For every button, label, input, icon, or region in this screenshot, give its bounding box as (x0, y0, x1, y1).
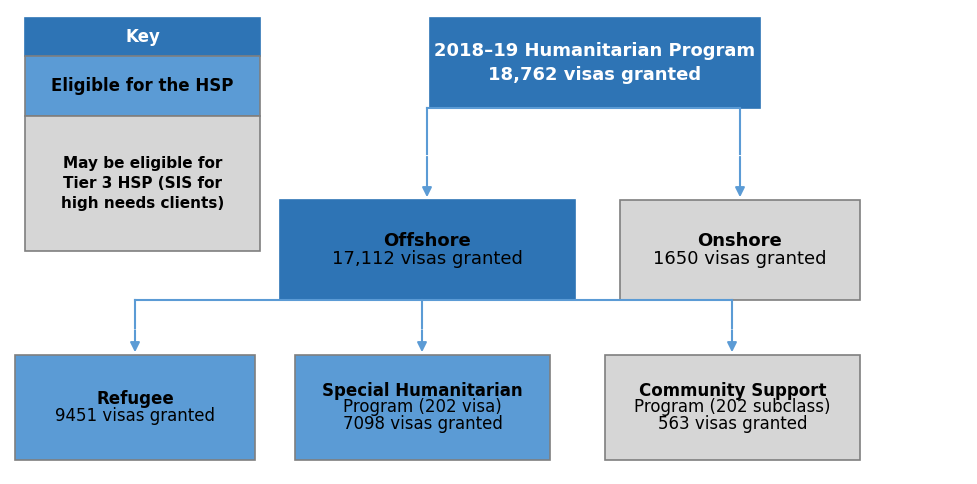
Text: Program (202 visa): Program (202 visa) (343, 398, 501, 417)
FancyBboxPatch shape (25, 56, 260, 116)
FancyBboxPatch shape (430, 18, 759, 108)
Text: May be eligible for
Tier 3 HSP (SIS for
high needs clients): May be eligible for Tier 3 HSP (SIS for … (61, 156, 224, 211)
FancyBboxPatch shape (605, 355, 859, 460)
Text: Special Humanitarian: Special Humanitarian (321, 382, 523, 400)
FancyBboxPatch shape (295, 355, 549, 460)
Text: 2018–19 Humanitarian Program
18,762 visas granted: 2018–19 Humanitarian Program 18,762 visa… (434, 42, 755, 84)
Text: 9451 visas granted: 9451 visas granted (55, 407, 215, 424)
FancyBboxPatch shape (25, 116, 260, 251)
FancyBboxPatch shape (25, 18, 260, 56)
Text: 563 visas granted: 563 visas granted (658, 415, 806, 433)
Text: Onshore: Onshore (697, 232, 782, 250)
FancyBboxPatch shape (619, 200, 859, 300)
Text: Eligible for the HSP: Eligible for the HSP (51, 77, 234, 95)
FancyBboxPatch shape (15, 355, 255, 460)
FancyBboxPatch shape (279, 200, 574, 300)
Text: Key: Key (125, 28, 160, 46)
Text: 17,112 visas granted: 17,112 visas granted (332, 250, 523, 268)
Text: 1650 visas granted: 1650 visas granted (653, 250, 826, 268)
Text: Community Support: Community Support (638, 382, 826, 400)
Text: Program (202 subclass): Program (202 subclass) (634, 398, 829, 417)
Text: 7098 visas granted: 7098 visas granted (342, 415, 502, 433)
Text: Offshore: Offshore (383, 232, 471, 250)
Text: Refugee: Refugee (96, 391, 174, 408)
